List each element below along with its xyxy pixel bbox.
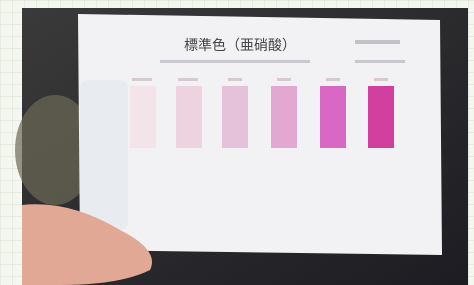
swatch — [320, 86, 346, 148]
side-text-blur — [355, 60, 405, 63]
swatch — [176, 86, 202, 148]
test-tube — [80, 80, 128, 230]
label-blur — [228, 78, 242, 81]
label-blur — [326, 78, 340, 81]
swatch — [222, 86, 248, 148]
photo: 標準色（亜硝酸） — [0, 0, 474, 285]
swatch — [271, 86, 297, 148]
label-blur — [374, 78, 388, 81]
label-blur — [277, 78, 291, 81]
label-blur — [178, 78, 198, 81]
swatch — [368, 86, 394, 148]
card-title: 標準色（亜硝酸） — [184, 37, 296, 54]
subtitle-blur — [160, 60, 310, 63]
swatch — [130, 86, 156, 148]
side-text-blur — [355, 40, 400, 44]
label-blur — [132, 78, 152, 81]
